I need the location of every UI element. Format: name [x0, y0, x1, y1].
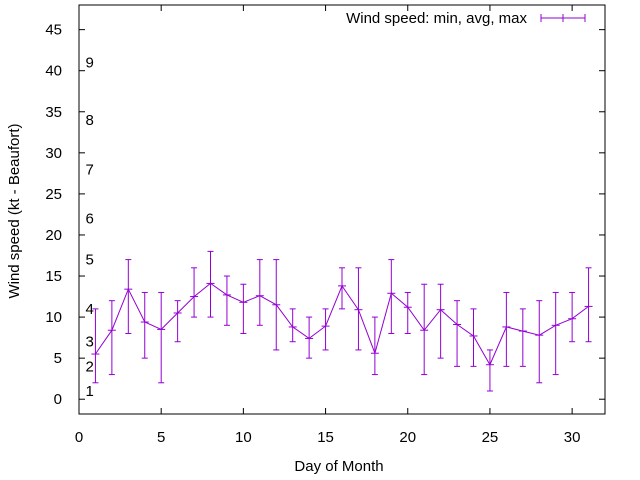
beaufort-label: 4 — [86, 301, 94, 318]
beaufort-label: 8 — [86, 112, 94, 129]
x-tick-label: 15 — [317, 429, 334, 446]
beaufort-label: 6 — [86, 211, 94, 228]
x-tick-label: 25 — [482, 429, 499, 446]
y-tick-label: 20 — [45, 227, 62, 244]
beaufort-label: 5 — [86, 252, 94, 269]
y-tick-label: 15 — [45, 268, 62, 285]
legend: Wind speed: min, avg, max — [346, 10, 586, 27]
beaufort-label: 3 — [86, 334, 94, 351]
beaufort-label: 9 — [86, 54, 94, 71]
y-tick-label: 30 — [45, 145, 62, 162]
y-tick-label: 35 — [45, 104, 62, 121]
y-tick-label: 45 — [45, 22, 62, 39]
beaufort-label: 1 — [86, 383, 94, 400]
y-tick-label: 25 — [45, 186, 62, 203]
plot-frame — [78, 4, 606, 415]
x-tick-label: 20 — [399, 429, 416, 446]
y-tick-label: 10 — [45, 309, 62, 326]
series — [91, 250, 593, 392]
x-tick-label: 0 — [75, 429, 83, 446]
y-tick-label: 0 — [54, 391, 62, 408]
y-tick-label: 5 — [54, 350, 62, 367]
x-tick-label: 10 — [235, 429, 252, 446]
x-tick-label: 30 — [564, 429, 581, 446]
legend-label: Wind speed: min, avg, max — [346, 10, 527, 27]
beaufort-annotations: 1 2 3 4 5 6 7 8 9 — [86, 54, 94, 400]
x-tick-label: 5 — [157, 429, 165, 446]
beaufort-label: 2 — [86, 358, 94, 375]
beaufort-label: 7 — [86, 161, 94, 178]
x-axis-label: Day of Month — [294, 458, 383, 475]
y-tick-label: 40 — [45, 63, 62, 80]
y-axis-label: Wind speed (kt - Beaufort) — [6, 123, 23, 298]
